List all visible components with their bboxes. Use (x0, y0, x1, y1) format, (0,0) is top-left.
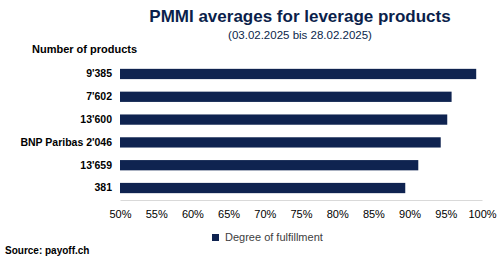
chart-container: PMMI averages for leverage products (03.0… (0, 0, 500, 260)
x-tick: 90% (399, 200, 421, 220)
chart-svg: PMMI averages for leverage products (03.0… (0, 0, 500, 260)
x-tick-label: 100% (468, 208, 496, 220)
y-axis: 9'385 7'602 13'600 BNP Paribas 2'046 13'659 3… (20, 67, 120, 193)
x-tick: 55% (146, 200, 168, 220)
y-tick-label: 381 (94, 181, 112, 193)
y-tick: 7'602 (86, 90, 120, 102)
y-tick: 13'659 (80, 159, 120, 171)
bar (120, 137, 441, 147)
x-tick-label: 60% (182, 208, 204, 220)
y-tick: 9'385 (86, 67, 120, 79)
y-tick-label: 13'600 (80, 113, 112, 125)
x-tick: 100% (468, 200, 496, 220)
y-tick-label: BNP Paribas 2'046 (20, 136, 112, 148)
x-tick-label: 65% (218, 208, 240, 220)
x-tick: 75% (290, 200, 312, 220)
y-axis-title: Number of products (32, 43, 137, 55)
x-tick: 80% (327, 200, 349, 220)
bar (120, 114, 447, 124)
x-tick: 70% (254, 200, 276, 220)
x-tick-label: 70% (254, 208, 276, 220)
x-tick-label: 55% (146, 208, 168, 220)
x-tick-label: 85% (363, 208, 385, 220)
x-tick: 60% (182, 200, 204, 220)
bar (120, 160, 418, 170)
legend-label: Degree of fulfillment (225, 231, 323, 243)
y-tick: 13'600 (80, 113, 120, 125)
subtitle: (03.02.2025 bis 28.02.2025) (228, 29, 372, 41)
bars (120, 69, 476, 193)
title: PMMI averages for leverage products (149, 7, 450, 26)
x-axis: 50% 55% 60% 65% 70% 75% 80% 85% 90% 95% 100% (109, 200, 496, 220)
x-axis-line (121, 200, 483, 201)
x-tick-label: 75% (290, 208, 312, 220)
bar (120, 92, 452, 102)
y-tick-label: 7'602 (86, 90, 112, 102)
x-tick-label: 80% (327, 208, 349, 220)
legend: Degree of fulfillment (212, 231, 323, 243)
y-tick: BNP Paribas 2'046 (20, 136, 120, 148)
x-tick: 95% (435, 200, 457, 220)
x-tick: 65% (218, 200, 240, 220)
y-tick: 381 (94, 181, 120, 193)
x-tick-label: 90% (399, 208, 421, 220)
x-tick-label: 50% (109, 208, 131, 220)
bar (120, 69, 476, 79)
y-tick-label: 9'385 (86, 67, 112, 79)
y-tick-label: 13'659 (80, 159, 112, 171)
bar (120, 183, 405, 193)
x-tick-label: 95% (435, 208, 457, 220)
x-tick: 85% (363, 200, 385, 220)
x-tick: 50% (109, 200, 131, 220)
source: Source: payoff.ch (5, 245, 89, 256)
legend-swatch (212, 234, 219, 241)
